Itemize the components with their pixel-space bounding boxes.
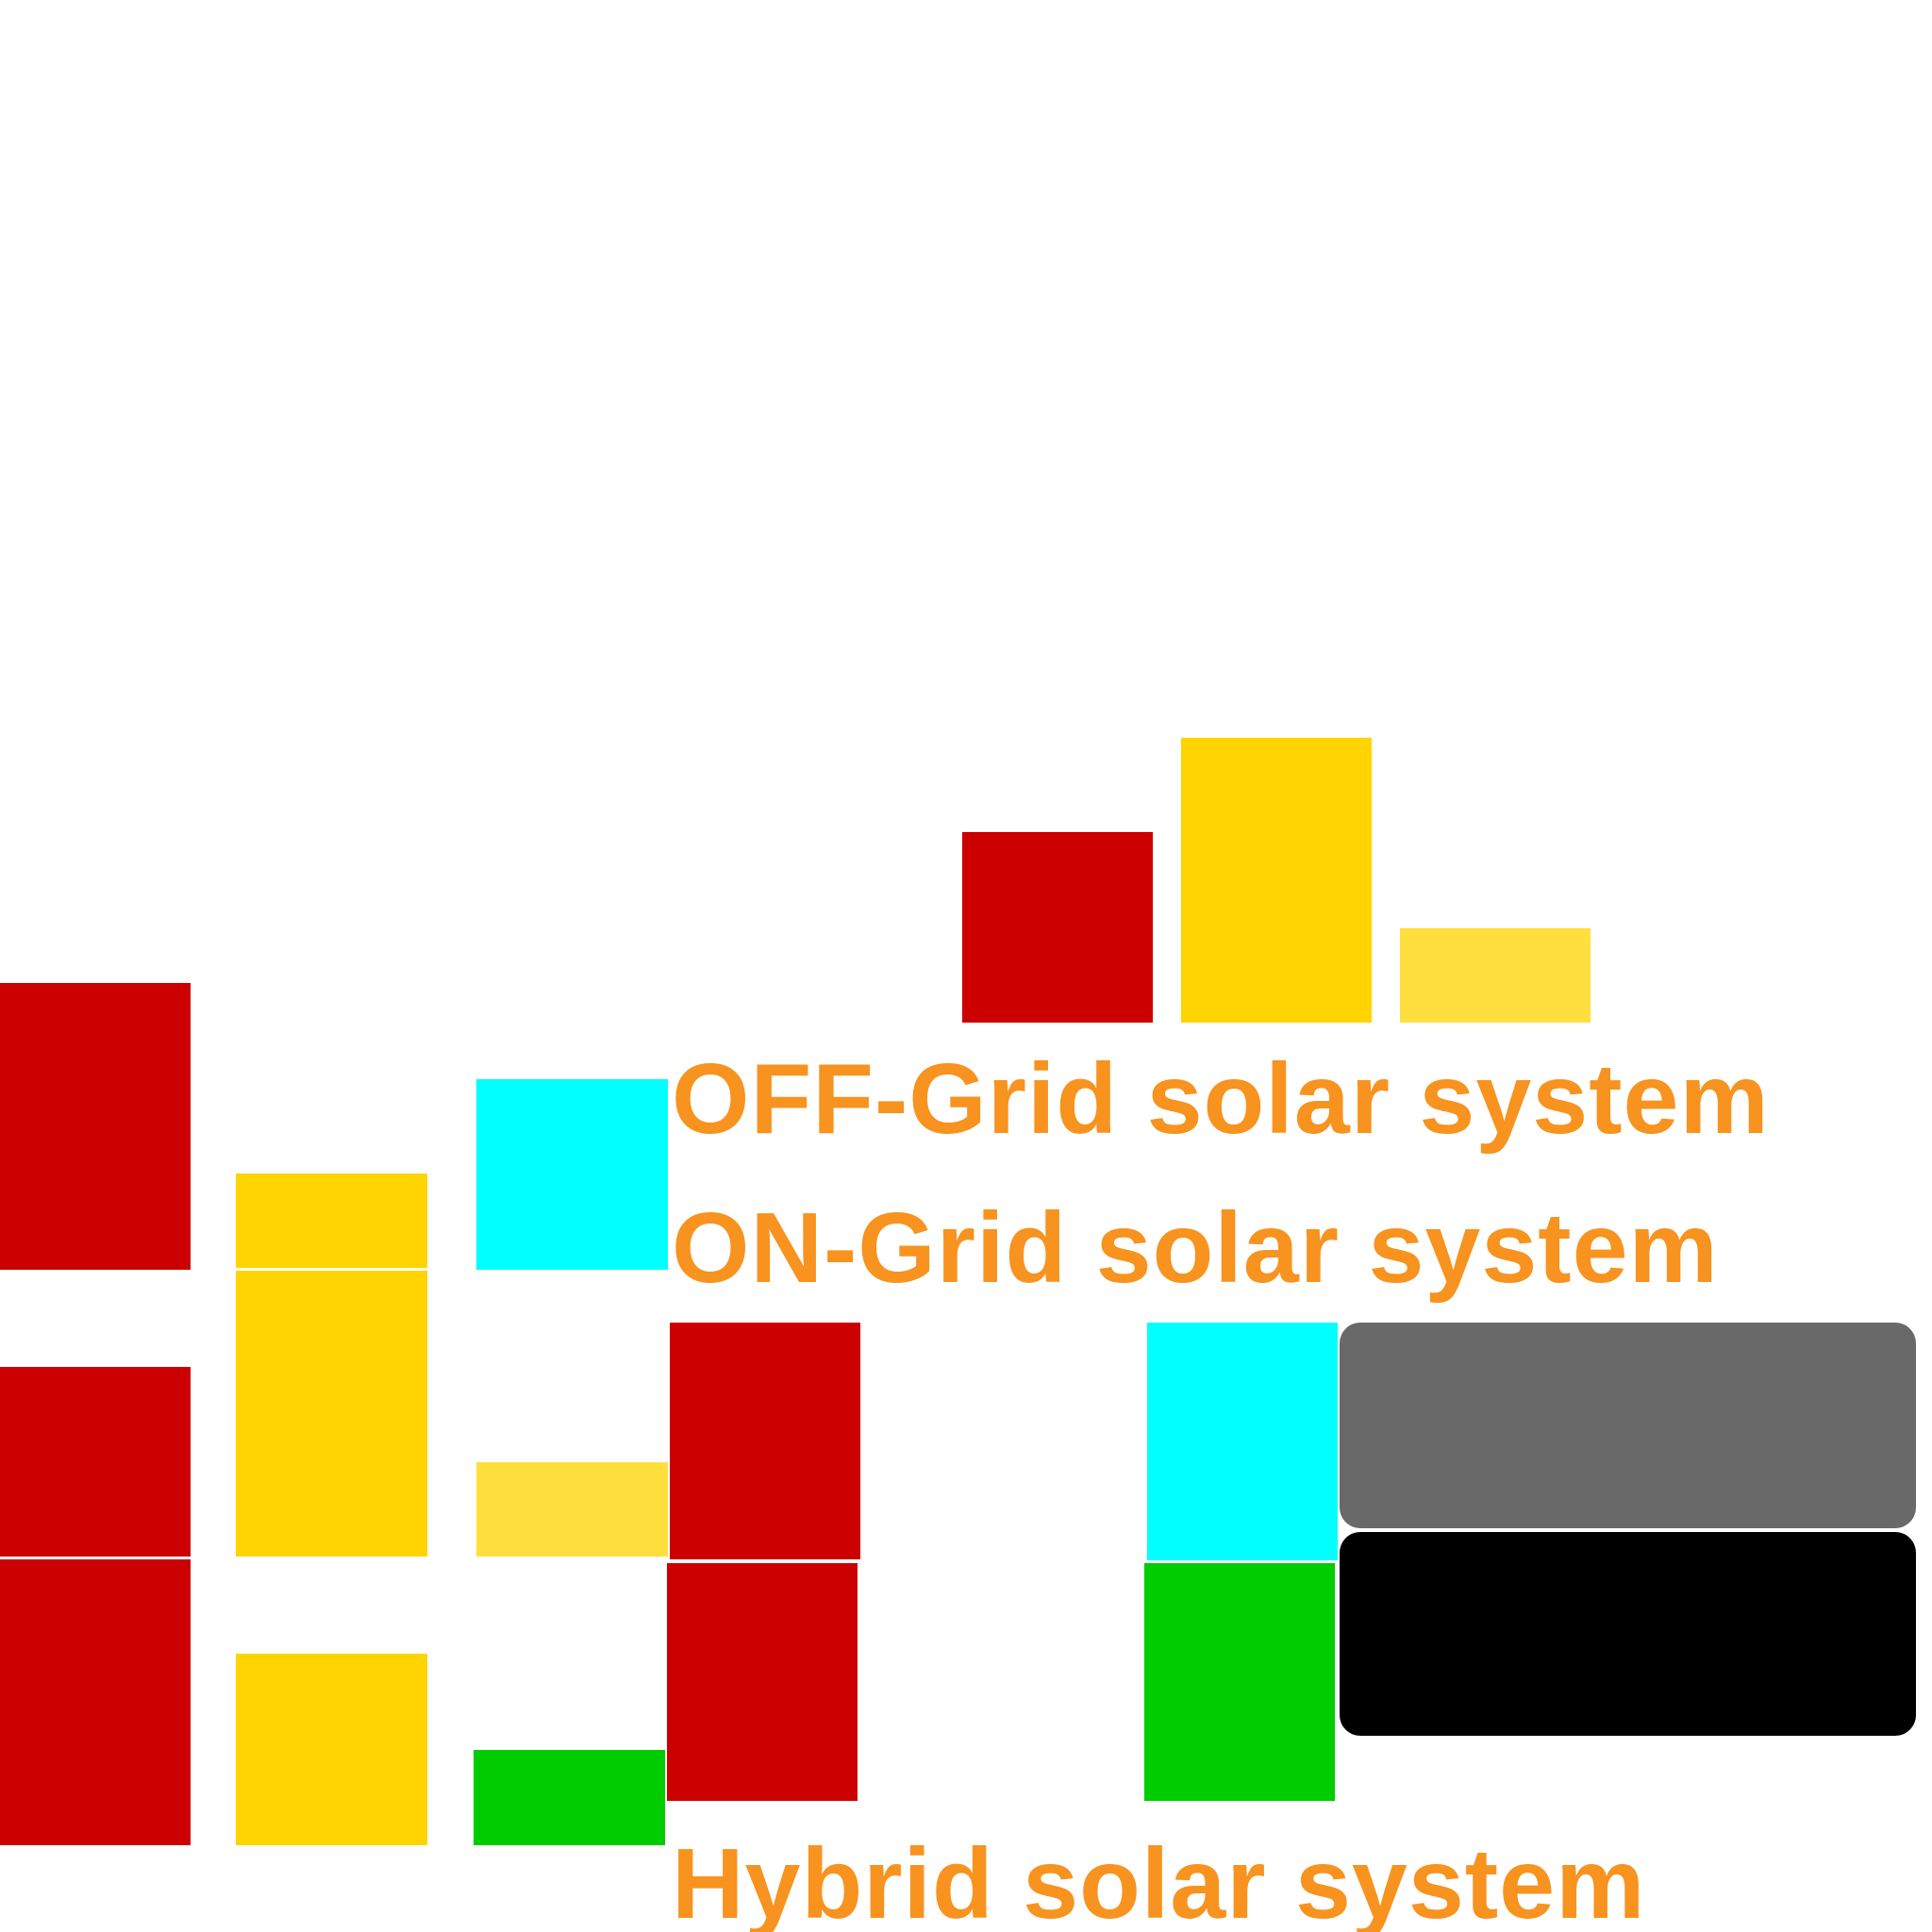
top-light-gold-block bbox=[1400, 928, 1591, 1023]
gold-block-3 bbox=[236, 1654, 427, 1845]
center-red-block-2 bbox=[667, 1563, 858, 1801]
left-red-block-3 bbox=[0, 1559, 191, 1845]
cyan-block-right bbox=[1147, 1323, 1338, 1560]
off-grid-label: OFF-Grid solar system bbox=[672, 1043, 1770, 1155]
cyan-block-left bbox=[476, 1079, 668, 1270]
top-gold-block bbox=[1181, 738, 1372, 1023]
gold-block-2 bbox=[236, 1271, 427, 1557]
green-block-left bbox=[474, 1750, 665, 1845]
gold-block-1 bbox=[236, 1174, 427, 1268]
green-block-right bbox=[1144, 1563, 1335, 1801]
top-red-block bbox=[962, 832, 1153, 1023]
hybrid-label: Hybrid solar system bbox=[672, 1828, 1646, 1932]
gray-panel bbox=[1340, 1323, 1916, 1528]
black-panel bbox=[1340, 1532, 1916, 1736]
light-gold-block-left bbox=[476, 1462, 668, 1557]
center-red-block-1 bbox=[670, 1323, 860, 1559]
on-grid-label: ON-Grid solar system bbox=[672, 1192, 1719, 1304]
left-red-block-1 bbox=[0, 983, 191, 1270]
left-red-block-2 bbox=[0, 1367, 191, 1557]
